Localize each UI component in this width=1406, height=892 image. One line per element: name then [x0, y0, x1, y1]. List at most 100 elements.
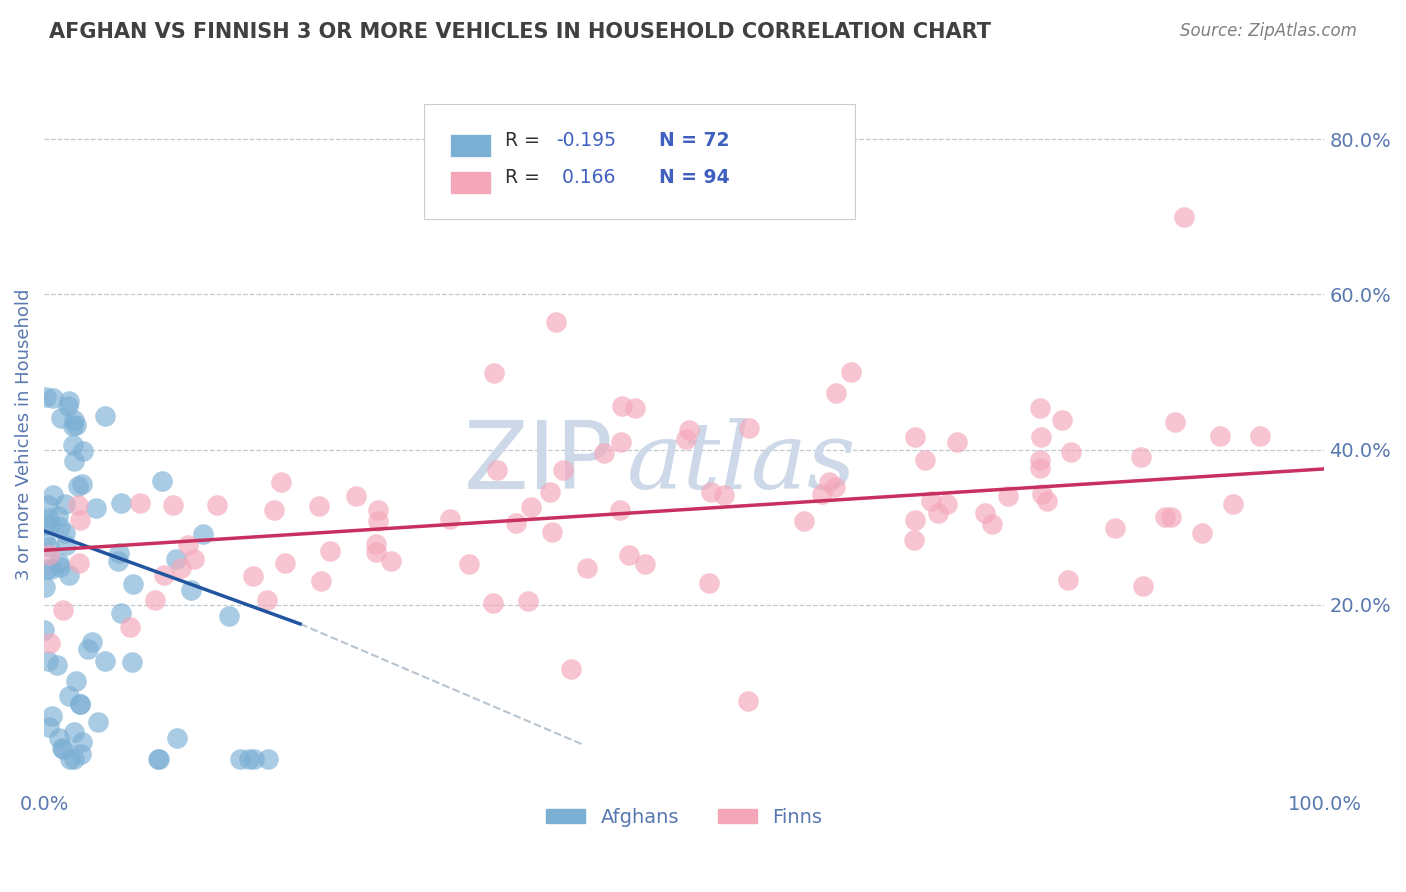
Point: [207, 498, 229, 512]
Point: [553, 463, 575, 477]
Point: [903, 430, 925, 444]
Point: [737, 694, 759, 708]
Point: [1209, 428, 1232, 442]
Point: [263, 503, 285, 517]
Point: [697, 576, 720, 591]
Point: [612, 399, 634, 413]
Point: [72, 477, 94, 491]
Point: [1104, 521, 1126, 535]
Point: [904, 513, 927, 527]
Text: ZIP: ZIP: [464, 417, 614, 508]
Point: [38, 636, 60, 650]
Point: [148, 752, 170, 766]
Point: [70, 747, 93, 761]
Point: [122, 577, 145, 591]
Point: [825, 386, 848, 401]
Point: [927, 507, 949, 521]
Text: N = 72: N = 72: [658, 131, 730, 151]
Point: [62, 419, 84, 434]
Point: [94, 654, 117, 668]
Point: [1028, 401, 1050, 415]
Point: [69, 697, 91, 711]
Point: [946, 435, 969, 450]
Point: [617, 549, 640, 563]
Point: [344, 489, 367, 503]
Point: [270, 475, 292, 490]
Point: [903, 533, 925, 547]
Point: [700, 485, 723, 500]
Point: [58, 393, 80, 408]
Point: [65, 674, 87, 689]
FancyBboxPatch shape: [450, 171, 491, 194]
Point: [150, 475, 173, 489]
Point: [675, 432, 697, 446]
Point: [38, 549, 60, 563]
Point: [1060, 445, 1083, 459]
Point: [439, 512, 461, 526]
Point: [1164, 415, 1187, 429]
Point: [56, 399, 79, 413]
Point: [505, 516, 527, 531]
Point: [242, 569, 264, 583]
Point: [1035, 493, 1057, 508]
Point: [170, 561, 193, 575]
FancyBboxPatch shape: [450, 134, 491, 157]
Point: [63, 752, 86, 766]
Point: [610, 435, 633, 450]
Point: [367, 514, 389, 528]
Point: [34, 533, 56, 548]
Point: [936, 497, 959, 511]
Point: [1057, 573, 1080, 587]
Point: [1160, 509, 1182, 524]
Text: N = 94: N = 94: [658, 169, 730, 187]
Text: atlas: atlas: [627, 417, 856, 508]
Point: [166, 731, 188, 745]
Point: [793, 514, 815, 528]
Point: [48, 731, 70, 745]
Point: [538, 485, 561, 500]
Point: [1029, 453, 1052, 467]
Point: [1132, 579, 1154, 593]
Point: [183, 552, 205, 566]
Point: [364, 537, 387, 551]
Point: [458, 557, 481, 571]
Point: [367, 502, 389, 516]
Point: [1029, 461, 1052, 475]
Point: [37, 498, 59, 512]
Point: [1222, 497, 1244, 511]
Point: [713, 488, 735, 502]
Point: [38, 720, 60, 734]
Point: [37, 654, 59, 668]
Point: [34, 518, 56, 533]
Point: [738, 421, 761, 435]
Point: [69, 697, 91, 711]
Point: [110, 496, 132, 510]
Point: [51, 603, 73, 617]
Point: [121, 655, 143, 669]
Point: [65, 417, 87, 432]
Point: [67, 556, 90, 570]
Point: [38, 516, 60, 531]
Point: [58, 690, 80, 704]
Point: [1249, 429, 1271, 443]
Point: [77, 641, 100, 656]
Point: [59, 752, 82, 766]
Point: [592, 445, 614, 459]
Point: [311, 574, 333, 588]
Point: [108, 546, 131, 560]
Point: [540, 524, 562, 539]
Point: [39, 562, 62, 576]
Point: [69, 513, 91, 527]
Point: [165, 551, 187, 566]
Point: [62, 454, 84, 468]
Point: [485, 462, 508, 476]
Point: [42, 391, 65, 405]
Point: [87, 715, 110, 730]
Point: [517, 593, 540, 607]
Point: [1129, 450, 1152, 465]
Point: [51, 740, 73, 755]
Point: [243, 752, 266, 766]
Point: [51, 410, 73, 425]
Point: [55, 538, 77, 552]
Point: [120, 620, 142, 634]
